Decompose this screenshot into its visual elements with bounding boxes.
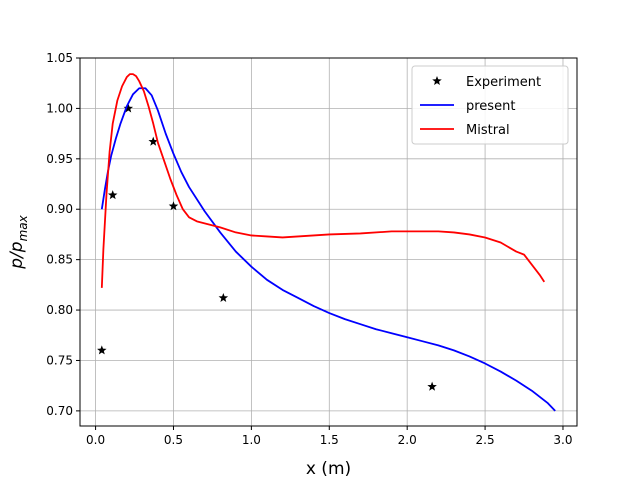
axis-ticks: 0.0 0.5 1.0 1.5 2.0 2.5 3.0 0.70 0.75 0.80 0.85 0.9… bbox=[46, 51, 572, 447]
series-line-present bbox=[100, 87, 556, 412]
y-tick-label: 0.90 bbox=[46, 202, 73, 216]
y-axis-label-main: p/p bbox=[7, 241, 27, 270]
y-tick-label: 0.95 bbox=[46, 152, 73, 166]
x-tick-label: 1.5 bbox=[320, 433, 339, 447]
data-point-experiment bbox=[123, 103, 134, 113]
series-line-mistral bbox=[100, 73, 546, 288]
legend-label-present: present bbox=[466, 99, 515, 114]
legend-swatch-experiment bbox=[432, 76, 442, 86]
x-tick-label: 1.0 bbox=[242, 433, 261, 447]
data-point-experiment bbox=[427, 381, 437, 391]
x-tick-label: 2.0 bbox=[398, 433, 417, 447]
data-point-experiment bbox=[148, 136, 158, 146]
y-axis-label-subscript: max bbox=[16, 214, 30, 241]
y-tick-label: 1.05 bbox=[46, 51, 73, 65]
x-tick-label: 0.5 bbox=[164, 433, 183, 447]
plot-area-frame bbox=[79, 57, 578, 427]
plot-series bbox=[97, 73, 556, 412]
y-tick-label: 0.85 bbox=[46, 253, 73, 267]
y-tick-label: 1.00 bbox=[46, 101, 73, 115]
x-tick-label: 2.5 bbox=[476, 433, 495, 447]
x-tick-label: 0.0 bbox=[86, 433, 105, 447]
data-point-experiment bbox=[218, 292, 229, 302]
data-point-experiment bbox=[107, 190, 118, 200]
legend-box bbox=[411, 65, 569, 145]
data-point-experiment bbox=[97, 345, 107, 355]
x-axis-label: x (m) bbox=[306, 459, 351, 479]
y-tick-label: 0.75 bbox=[46, 353, 73, 367]
y-tick-label: 0.80 bbox=[46, 303, 73, 317]
x-tick-label: 3.0 bbox=[553, 433, 572, 447]
y-tick-label: 0.70 bbox=[46, 404, 73, 418]
y-axis-label: p/pmax bbox=[7, 214, 30, 269]
legend-label-mistral: Mistral bbox=[466, 123, 510, 138]
legend-label-experiment: Experiment bbox=[466, 75, 541, 90]
data-point-experiment bbox=[168, 201, 179, 211]
legend: Experiment present Mistral bbox=[411, 65, 569, 145]
